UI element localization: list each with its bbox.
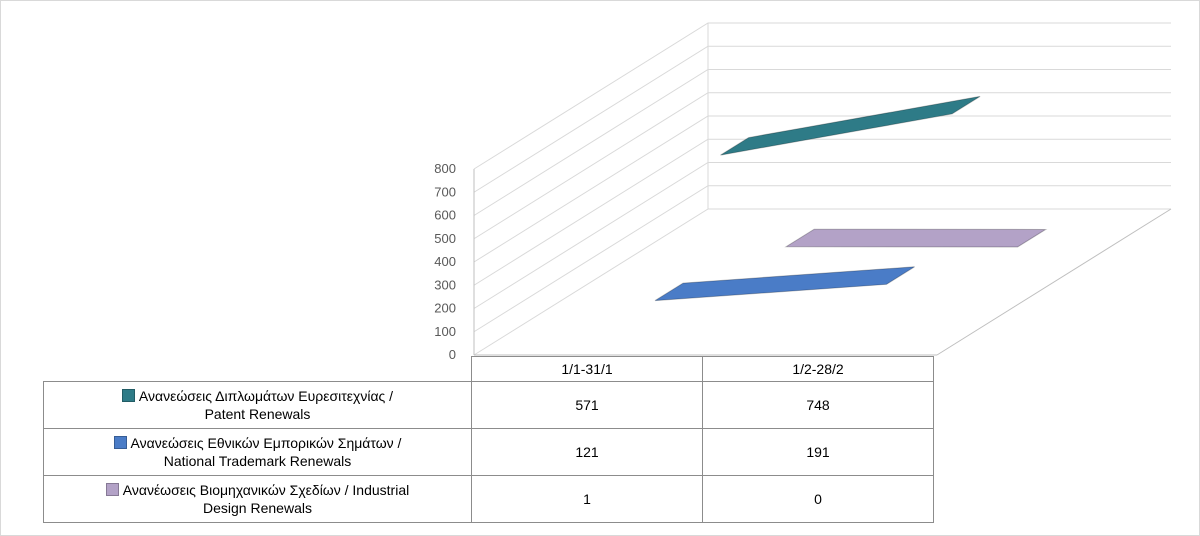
value-cell: 0 [702, 475, 934, 523]
table-header-row: 1/1-31/1 1/2-28/2 [43, 356, 934, 382]
gridline [473, 45, 1171, 193]
gridline [473, 22, 1171, 170]
value-cell: 748 [702, 381, 934, 429]
value-cell: 571 [471, 381, 703, 429]
series-name-line2: Patent Renewals [204, 406, 311, 422]
y-tick-label: 500 [434, 231, 456, 246]
category-header-2: 1/2-28/2 [702, 356, 934, 382]
data-table: 1/1-31/1 1/2-28/2 Ανανεώσεις Διπλωμάτων … [43, 356, 934, 523]
y-tick-label: 300 [434, 277, 456, 292]
category-header-1: 1/1-31/1 [471, 356, 703, 382]
y-axis-ticks: 0 100 200 300 400 500 600 700 800 [434, 161, 456, 362]
y-tick-label: 100 [434, 324, 456, 339]
series-ribbon-2 [784, 228, 1048, 248]
legend-swatch-design [105, 483, 119, 496]
series-label-trademark: Ανανεώσεις Εθνικών Εμπορικών Σημάτων / N… [43, 428, 472, 476]
y-tick-label: 700 [434, 184, 456, 199]
series-name-line1: Ανανεώσεις Εθνικών Εμπορικών Σημάτων / [130, 435, 402, 451]
table-corner [43, 356, 472, 382]
y-tick-label: 0 [449, 347, 456, 362]
series-ribbon-0 [720, 95, 981, 156]
series-ribbon-1 [654, 266, 915, 302]
legend-swatch-patent [121, 389, 135, 402]
y-tick-label: 400 [434, 254, 456, 269]
value-cell: 191 [702, 428, 934, 476]
gridline [473, 92, 1171, 240]
series-label-patent: Ανανεώσεις Διπλωμάτων Ευρεσιτεχνίας / Pa… [43, 381, 472, 429]
table-row-trademark: Ανανεώσεις Εθνικών Εμπορικών Σημάτων / N… [43, 428, 934, 476]
series-name-line1: Ανανεώσεις Διπλωμάτων Ευρεσιτεχνίας / [138, 388, 394, 404]
gridline [473, 69, 1171, 216]
legend-swatch-trademark [113, 436, 127, 449]
y-tick-label: 800 [434, 161, 456, 176]
floor-right-edge [936, 208, 1172, 356]
series-label-design: Ανανέωσεις Βιομηχανικών Σχεδίων / Indust… [43, 475, 472, 523]
table-row-patent: Ανανεώσεις Διπλωμάτων Ευρεσιτεχνίας / Pa… [43, 381, 934, 429]
value-cell: 1 [471, 475, 703, 523]
y-tick-label: 200 [434, 301, 456, 316]
chart-walls [473, 23, 1172, 356]
gridline [473, 185, 1171, 333]
series-name-line2: National Trademark Renewals [163, 453, 352, 469]
value-cell: 121 [471, 428, 703, 476]
gridline [473, 138, 1171, 286]
series-name-line1: Ανανέωσεις Βιομηχανικών Σχεδίων / Indust… [122, 482, 410, 498]
gridlines [473, 22, 1171, 356]
series-ribbons [654, 95, 1048, 302]
series-name-line2: Design Renewals [203, 500, 312, 516]
y-tick-label: 600 [434, 208, 456, 223]
table-row-design: Ανανέωσεις Βιομηχανικών Σχεδίων / Indust… [43, 475, 934, 523]
